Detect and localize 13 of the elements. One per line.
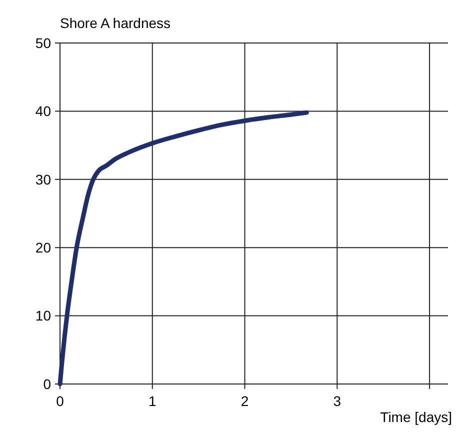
y-tick-label: 40 [35,103,52,120]
x-axis-title: Time [days] [380,409,452,425]
x-tick-label: 3 [333,393,342,409]
y-tick-label: 50 [35,34,52,51]
line-series [58,110,309,386]
y-tick-label: 20 [35,240,52,256]
y-tick-label: 10 [35,308,52,324]
x-tick-label: 0 [56,393,64,409]
x-tick-label: 2 [240,393,249,409]
y-axis-title: Shore A hardness [60,15,171,31]
x-tick-label: 1 [148,393,156,409]
y-tick-label: 0 [43,376,52,392]
y-tick-label: 30 [35,171,52,188]
